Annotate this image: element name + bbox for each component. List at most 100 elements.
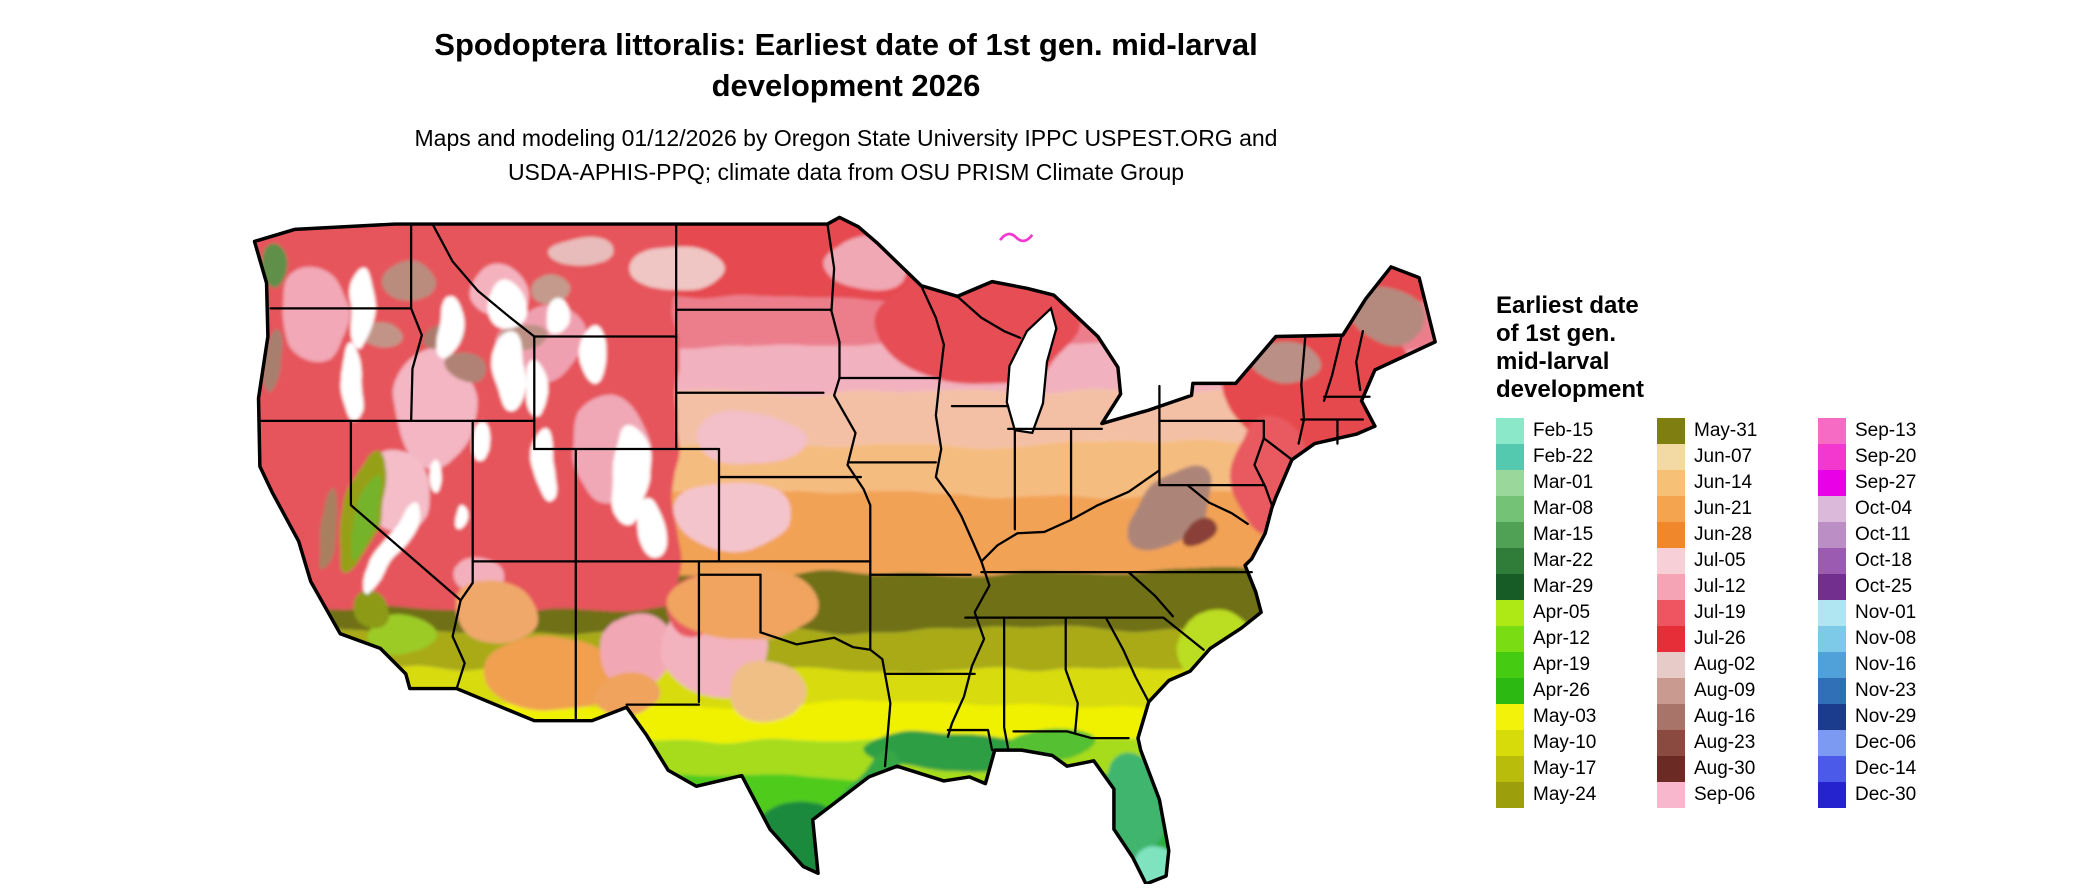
legend-date-label: Feb-22 (1533, 446, 1594, 467)
legend-entry: Mar-01 (1496, 470, 1657, 496)
legend-entry: Mar-29 (1496, 574, 1657, 600)
legend-date-label: Nov-08 (1855, 628, 1917, 649)
legend-color-swatch (1818, 548, 1846, 574)
legend-entry: Jun-14 (1657, 470, 1818, 496)
legend-column: May-31 Jun-07 Jun-14 Jun-21 Jun-28 Jul-05 Jul-… (1657, 418, 1818, 808)
map-fill-layer (254, 217, 1436, 884)
legend-date-label: Jul-12 (1694, 576, 1746, 597)
legend-color-swatch (1496, 626, 1524, 652)
legend-entry: Mar-08 (1496, 496, 1657, 522)
legend-entry: Sep-13 (1818, 418, 1979, 444)
legend-color-swatch (1657, 496, 1685, 522)
legend-title: Earliest date of 1st gen. mid-larval dev… (1496, 292, 2056, 404)
legend-color-swatch (1818, 704, 1846, 730)
legend-color-swatch (1818, 730, 1846, 756)
legend-color-swatch (1818, 496, 1846, 522)
legend-date-label: Sep-27 (1855, 472, 1917, 493)
legend-title-line-3: mid-larval (1496, 348, 1610, 375)
legend-color-swatch (1496, 730, 1524, 756)
legend-date-label: Aug-30 (1694, 758, 1756, 779)
page-title-line-2: development 2026 (711, 68, 981, 103)
legend-entry: Dec-14 (1818, 756, 1979, 782)
legend-date-label: Oct-25 (1855, 576, 1913, 597)
legend-color-swatch (1657, 418, 1685, 444)
legend-entry: Nov-08 (1818, 626, 1979, 652)
legend-color-swatch (1818, 756, 1846, 782)
legend-color-swatch (1657, 548, 1685, 574)
legend-color-swatch (1657, 756, 1685, 782)
legend-date-label: Nov-16 (1855, 654, 1917, 675)
legend-date-label: Apr-26 (1533, 680, 1591, 701)
legend-date-label: Mar-08 (1533, 498, 1594, 519)
legend-entry: Oct-04 (1818, 496, 1979, 522)
legend-color-swatch (1496, 548, 1524, 574)
legend-date-label: Mar-01 (1533, 472, 1594, 493)
legend-date-label: Apr-12 (1533, 628, 1591, 649)
legend-date-label: Jun-21 (1694, 498, 1753, 519)
legend-entry: Jul-12 (1657, 574, 1818, 600)
legend-entry: Sep-06 (1657, 782, 1818, 808)
legend-entry: Jun-21 (1657, 496, 1818, 522)
legend-date-label: May-03 (1533, 706, 1597, 727)
legend-entry: Dec-30 (1818, 782, 1979, 808)
legend-entry: Mar-15 (1496, 522, 1657, 548)
legend-color-swatch (1496, 600, 1524, 626)
legend-color-swatch (1496, 782, 1524, 808)
legend-entry: Dec-06 (1818, 730, 1979, 756)
subtitle-line-2: USDA-APHIS-PPQ; climate data from OSU PR… (507, 159, 1185, 185)
legend-entry: Aug-23 (1657, 730, 1818, 756)
legend-date-label: Jul-26 (1694, 628, 1746, 649)
legend-color-swatch (1657, 782, 1685, 808)
us-map-svg (252, 215, 1437, 884)
legend-color-swatch (1818, 626, 1846, 652)
legend-date-label: Jun-28 (1694, 524, 1753, 545)
legend-date-label: Sep-20 (1855, 446, 1917, 467)
legend-entry: Nov-16 (1818, 652, 1979, 678)
legend-color-swatch (1496, 704, 1524, 730)
legend-date-label: May-10 (1533, 732, 1597, 753)
legend-color-swatch (1496, 496, 1524, 522)
legend-entry: Aug-30 (1657, 756, 1818, 782)
legend-entry: Apr-05 (1496, 600, 1657, 626)
legend-entry: Oct-25 (1818, 574, 1979, 600)
legend-date-label: Mar-22 (1533, 550, 1594, 571)
subtitle-line-1: Maps and modeling 01/12/2026 by Oregon S… (414, 125, 1278, 151)
legend-date-label: Jul-19 (1694, 602, 1746, 623)
legend-date-label: Apr-19 (1533, 654, 1591, 675)
legend-date-label: Nov-01 (1855, 602, 1917, 623)
legend-color-swatch (1496, 522, 1524, 548)
legend-color-swatch (1657, 574, 1685, 600)
legend-entry: May-03 (1496, 704, 1657, 730)
legend-color-swatch (1818, 470, 1846, 496)
legend-entry: Aug-16 (1657, 704, 1818, 730)
legend-date-label: Dec-06 (1855, 732, 1917, 753)
legend-date-label: Nov-23 (1855, 680, 1917, 701)
legend-color-swatch (1657, 626, 1685, 652)
legend-color-swatch (1496, 470, 1524, 496)
legend-color-swatch (1496, 444, 1524, 470)
map-header: Spodoptera littoralis: Earliest date of … (196, 24, 1496, 189)
legend-entry: Aug-09 (1657, 678, 1818, 704)
legend-color-swatch (1496, 574, 1524, 600)
legend-entry: Jun-28 (1657, 522, 1818, 548)
lake-michigan (1005, 306, 1058, 435)
legend-entry: Jul-26 (1657, 626, 1818, 652)
legend-title-line-1: Earliest date (1496, 292, 1639, 319)
legend-color-swatch (1657, 470, 1685, 496)
legend-color-swatch (1818, 574, 1846, 600)
legend-color-swatch (1818, 652, 1846, 678)
legend-entry: Oct-11 (1818, 522, 1979, 548)
legend-entry: Sep-27 (1818, 470, 1979, 496)
legend-date-label: Aug-23 (1694, 732, 1756, 753)
legend-entry: Jul-19 (1657, 600, 1818, 626)
legend-entry: Sep-20 (1818, 444, 1979, 470)
legend-color-swatch (1818, 782, 1846, 808)
legend-date-label: Aug-16 (1694, 706, 1756, 727)
legend-title-line-4: development (1496, 376, 1645, 403)
legend-date-label: May-31 (1694, 420, 1758, 441)
legend-entry: May-17 (1496, 756, 1657, 782)
legend-color-swatch (1657, 522, 1685, 548)
page-title-line-1: Spodoptera littoralis: Earliest date of … (434, 27, 1258, 62)
legend-color-swatch (1818, 522, 1846, 548)
legend-color-swatch (1818, 678, 1846, 704)
